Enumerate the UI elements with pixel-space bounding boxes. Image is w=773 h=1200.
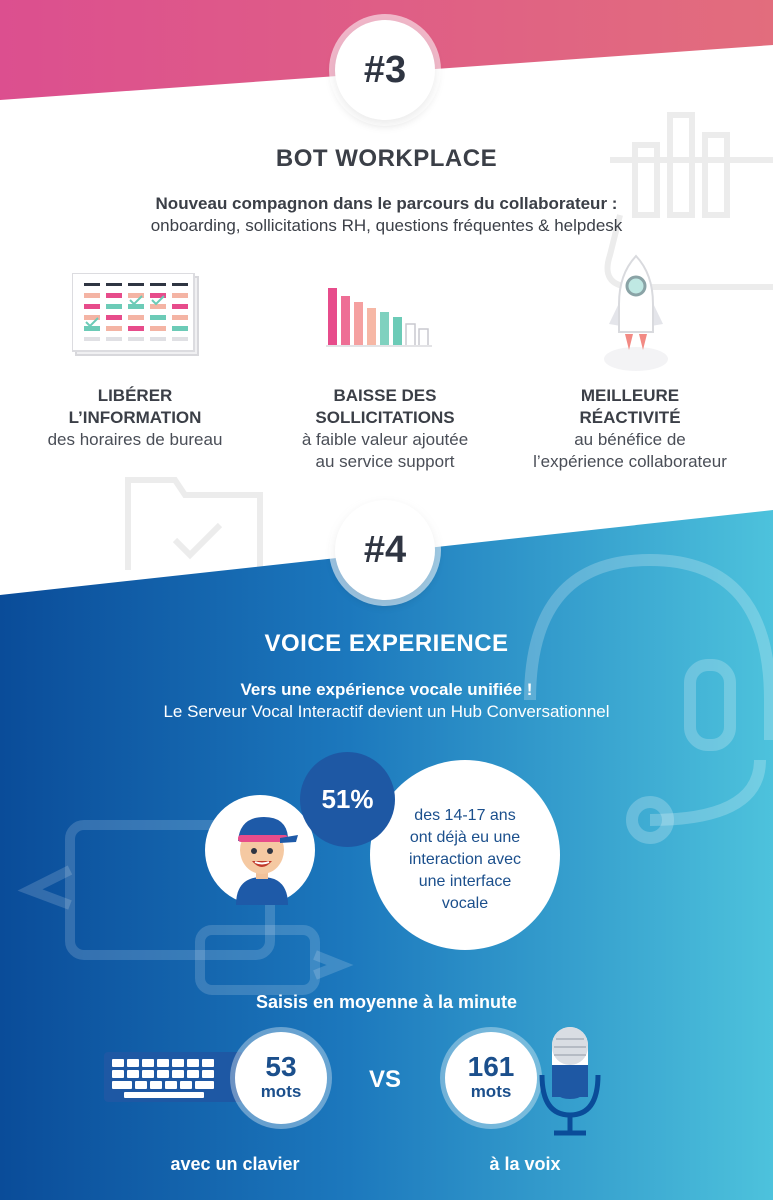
section4-number: #4 [363, 528, 407, 571]
section3-subtitle: Nouveau compagnon dans le parcours du co… [0, 193, 773, 237]
feature-1-title-line1: LIBÉRER [97, 386, 173, 405]
feature-2-text-line2: au service support [315, 452, 455, 471]
section4-number-badge: #4 [335, 500, 435, 600]
feature-3-title-line2: RÉACTIVITÉ [579, 408, 681, 427]
feature-1: LIBÉRER L’INFORMATION des horaires de bu… [10, 385, 260, 451]
microphone-icon [539, 1027, 601, 1136]
feature-2-title-line1: BAISSE DES [333, 386, 437, 405]
keyboard-unit: mots [260, 1082, 302, 1101]
feature-1-text-line1: des horaires de bureau [47, 430, 223, 449]
typing-title: Saisis en moyenne à la minute [255, 992, 518, 1012]
section4-subtitle-line2: Le Serveur Vocal Interactif devient un H… [163, 702, 610, 721]
feature-2-text-line1: à faible valeur ajoutée [301, 430, 469, 449]
stat-line-4: une interface [418, 873, 512, 890]
keyboard-icon [104, 1052, 244, 1102]
voice-count-circle: 161 mots [445, 1032, 537, 1124]
section3-subtitle-line2: onboarding, sollicitations RH, questions… [150, 216, 623, 235]
voice-value: 161 [467, 1051, 515, 1082]
voice-caption: à la voix [489, 1154, 561, 1174]
teen-avatar-icon [236, 817, 298, 905]
vs-label: VS [368, 1066, 401, 1093]
folder-icon [125, 477, 263, 570]
section3-title: BOT WORKPLACE [275, 145, 498, 172]
section4-title: VOICE EXPERIENCE [264, 630, 509, 657]
section3-subtitle-line1: Nouveau compagnon dans le parcours du co… [155, 194, 618, 213]
feature-3-title-line1: MEILLEURE [580, 386, 680, 405]
rocket-icon [604, 254, 668, 371]
section3-number: #3 [363, 48, 407, 91]
keyboard-count-circle: 53 mots [235, 1032, 327, 1124]
keyboard-value: 53 [265, 1051, 297, 1082]
stat-line-3: interaction avec [408, 851, 522, 868]
stat-line-1: des 14-17 ans [414, 807, 516, 824]
feature-3: MEILLEURE RÉACTIVITÉ au bénéfice de l’ex… [505, 385, 755, 473]
keyboard-caption: avec un clavier [170, 1154, 300, 1174]
section4-subtitle: Vers une expérience vocale unifiée ! Le … [0, 679, 773, 723]
voice-unit: mots [470, 1082, 512, 1101]
calendar-icon [72, 273, 199, 356]
percent-circle: 51% [300, 752, 395, 847]
section3-number-badge: #3 [335, 20, 435, 120]
bar-chart-icon [326, 288, 432, 347]
section4-subtitle-line1: Vers une expérience vocale unifiée ! [240, 680, 533, 699]
feature-2-title-line2: SOLLICITATIONS [315, 408, 455, 427]
feature-3-text-line2: l’expérience collaborateur [533, 452, 727, 471]
stat-line-2: ont déjà eu une [409, 829, 521, 846]
stat-text-circle [370, 760, 560, 950]
feature-3-text-line1: au bénéfice de [574, 430, 686, 449]
stat-line-5: vocale [441, 895, 489, 912]
stat-percent: 51% [321, 784, 374, 814]
stat-text: des 14-17 ans ont déjà eu une interactio… [378, 805, 552, 915]
feature-1-title-line2: L’INFORMATION [68, 408, 202, 427]
feature-2: BAISSE DES SOLLICITATIONS à faible valeu… [260, 385, 510, 473]
